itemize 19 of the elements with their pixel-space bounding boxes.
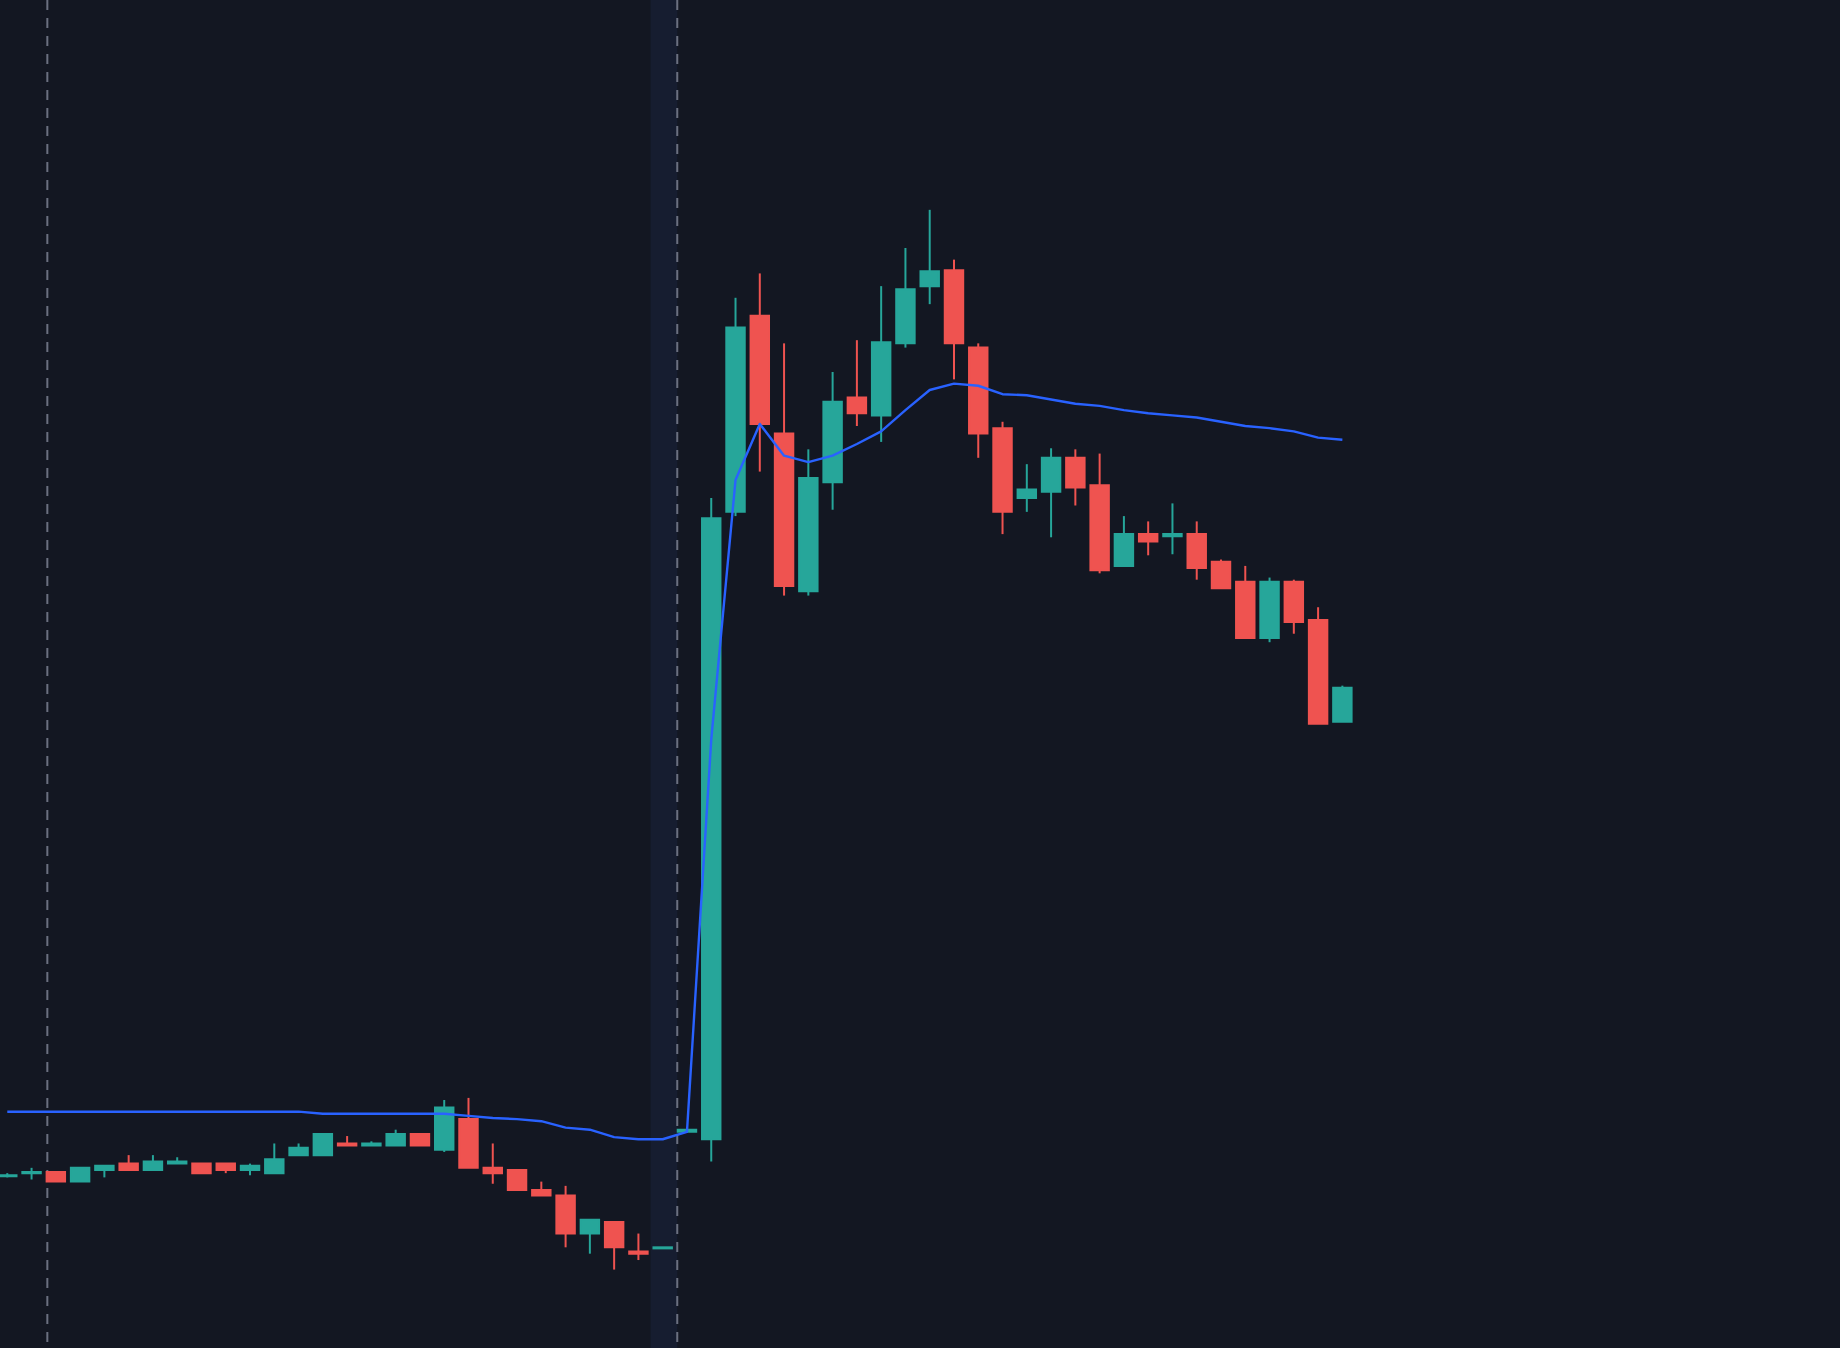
candlestick <box>1162 502 1183 556</box>
candlestick <box>264 1142 285 1175</box>
candlestick <box>1137 520 1159 557</box>
candlestick <box>434 1099 455 1153</box>
candlestick <box>1283 578 1305 635</box>
candlestick <box>1040 447 1062 539</box>
candlestick <box>603 1220 625 1271</box>
candlestick <box>1332 684 1353 723</box>
candlestick <box>579 1218 601 1255</box>
candlestick <box>1016 463 1038 513</box>
candlestick <box>312 1132 334 1157</box>
candlestick <box>1113 515 1135 567</box>
candlestick <box>1186 520 1207 581</box>
candlestick <box>919 208 940 306</box>
candlestick <box>1210 558 1232 590</box>
candlestick <box>628 1232 649 1262</box>
candlestick <box>482 1142 503 1185</box>
candlestick <box>846 339 868 428</box>
candlestick <box>506 1168 528 1192</box>
